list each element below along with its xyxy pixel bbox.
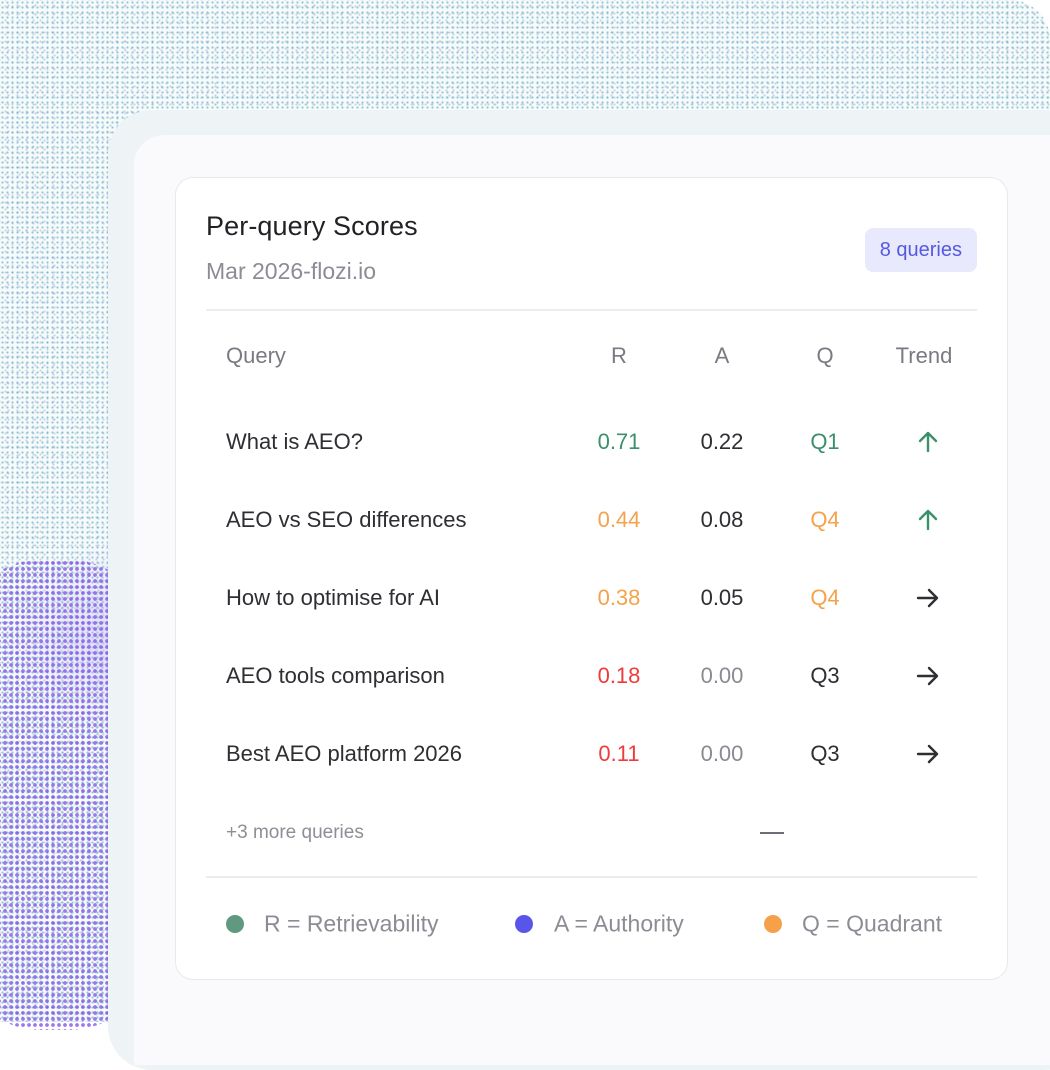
query-cell[interactable]: How to optimise for AI: [226, 585, 440, 610]
legend-divider: [206, 876, 977, 878]
trend-right-arrow-icon: [915, 663, 941, 689]
authority-cell: 0.00: [700, 741, 744, 766]
column-header-r-label: R: [611, 343, 627, 368]
legend-dot-a: [515, 915, 533, 933]
query-count-badge: 8 queries: [864, 228, 977, 272]
column-header-a-label: A: [714, 343, 730, 368]
query-cell[interactable]: Best AEO platform 2026: [226, 741, 463, 766]
trend-up-arrow-icon: [915, 429, 941, 455]
query-cell[interactable]: AEO tools comparison: [226, 663, 445, 688]
authority-cell: 0.08: [700, 507, 744, 532]
retrievability-cell: 0.71: [597, 429, 641, 454]
trend-right-arrow-icon: [915, 741, 941, 767]
column-header-trend-label: Trend: [895, 343, 953, 368]
more-dash: [760, 832, 784, 834]
legend-dot-q: [764, 915, 782, 933]
legend-label-q: Q = Quadrant: [802, 910, 942, 937]
quadrant-cell: Q3: [810, 741, 840, 766]
more-queries-link[interactable]: +3 more queries: [226, 822, 364, 843]
legend-dot-r: [226, 915, 244, 933]
trend-up-arrow-icon: [915, 507, 941, 533]
quadrant-cell: Q3: [810, 663, 840, 688]
retrievability-cell: 0.11: [598, 741, 640, 766]
trend-right-arrow-icon: [915, 585, 941, 611]
retrievability-cell: 0.44: [597, 507, 641, 532]
legend-label-a: A = Authority: [554, 910, 684, 937]
card-title: Per-query Scores: [206, 211, 418, 241]
query-cell[interactable]: What is AEO?: [226, 429, 363, 454]
quadrant-cell: Q4: [810, 507, 840, 532]
per-query-scores-card: Per-query Scores Mar 2026-flozi.io 8 que…: [175, 177, 1008, 980]
authority-cell: 0.05: [700, 585, 744, 610]
header-divider: [206, 309, 977, 311]
authority-cell: 0.22: [700, 429, 744, 454]
query-cell[interactable]: AEO vs SEO differences: [226, 507, 467, 532]
quadrant-cell: Q4: [810, 585, 840, 610]
card-subtitle: Mar 2026-flozi.io: [206, 258, 377, 284]
legend-label-r: R = Retrievability: [264, 910, 439, 937]
column-header-query: Query: [226, 343, 286, 368]
authority-cell: 0.00: [700, 663, 744, 688]
retrievability-cell: 0.38: [597, 585, 641, 610]
quadrant-cell: Q1: [810, 429, 840, 454]
retrievability-cell: 0.18: [597, 663, 641, 688]
column-header-q-label: Q: [816, 343, 834, 368]
